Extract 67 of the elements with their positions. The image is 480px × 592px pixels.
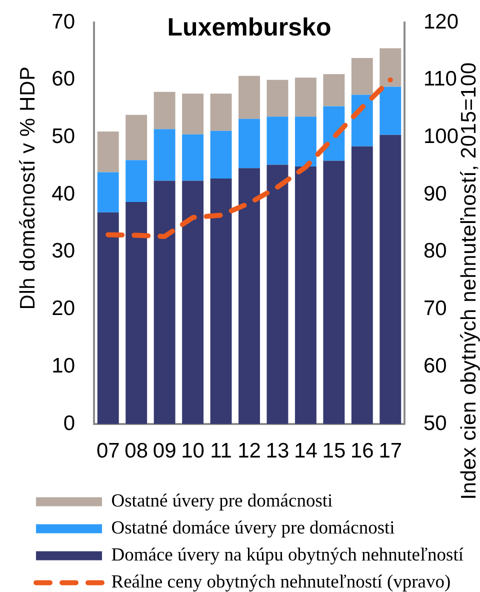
bar xyxy=(97,131,119,172)
bar xyxy=(294,78,316,117)
bar xyxy=(126,160,148,202)
bar xyxy=(154,180,176,424)
x-tick-label: 14 xyxy=(294,439,318,462)
x-tick-label: 16 xyxy=(350,439,374,462)
bar xyxy=(266,80,288,117)
x-tick-label: 07 xyxy=(96,439,120,462)
bar xyxy=(266,164,288,424)
y2-tick-label: 120 xyxy=(424,10,459,34)
bar xyxy=(182,94,204,134)
x-tick-label: 12 xyxy=(238,439,261,462)
y2-tick-label: 100 xyxy=(424,125,459,148)
y2-axis-title: Index cien obytných nehnuteľností, 2015=100 xyxy=(458,62,480,500)
bar xyxy=(210,94,232,131)
y2-tick-label: 50 xyxy=(424,412,447,435)
bar xyxy=(238,168,260,424)
x-tick-label: 09 xyxy=(152,439,176,462)
y2-tick-label: 90 xyxy=(424,182,447,206)
bar xyxy=(154,92,176,130)
y2-tick-label: 110 xyxy=(424,68,457,91)
bar xyxy=(323,106,345,161)
y-tick-label: 60 xyxy=(52,68,75,91)
bar xyxy=(351,58,373,95)
bar xyxy=(266,116,288,165)
y-tick-label: 40 xyxy=(52,182,75,206)
bar xyxy=(126,202,148,424)
bar xyxy=(182,134,204,181)
bar xyxy=(294,166,316,424)
x-tick-label: 15 xyxy=(322,439,346,462)
y-tick-label: 10 xyxy=(52,354,75,378)
bar xyxy=(97,172,119,212)
y-tick-label: 30 xyxy=(52,240,75,263)
bar xyxy=(238,76,260,119)
bar xyxy=(97,212,119,424)
bar xyxy=(323,160,345,424)
bar xyxy=(380,48,402,87)
y2-tick-label: 60 xyxy=(424,354,447,378)
chart-title: Luxembursko xyxy=(167,14,332,42)
x-tick-label: 08 xyxy=(124,439,148,462)
y-tick-label: 0 xyxy=(63,412,75,435)
bar xyxy=(210,178,232,424)
bar xyxy=(294,116,316,166)
bar xyxy=(351,146,373,424)
y-axis-title: Dlh domácností v % HDP xyxy=(16,66,40,310)
x-tick-label: 17 xyxy=(378,439,402,462)
x-tick-label: 10 xyxy=(181,439,204,462)
x-tick-label: 13 xyxy=(266,439,290,462)
y2-tick-label: 70 xyxy=(424,297,447,320)
legend-label: Domáce úvery na kúpu obytných nehnuteľností xyxy=(111,546,464,566)
legend-label: Ostatné úvery pre domácnosti xyxy=(111,492,333,512)
bar xyxy=(126,114,148,160)
bar xyxy=(210,130,232,179)
bar xyxy=(154,129,176,181)
y-tick-label: 20 xyxy=(52,297,75,320)
y-tick-label: 70 xyxy=(52,10,75,34)
legend-label: Reálne ceny obytných nehnuteľností (vpravo) xyxy=(111,572,451,592)
legend-label: Ostatné domáce úvery pre domácnosti xyxy=(111,518,395,539)
bar xyxy=(380,134,402,424)
bar xyxy=(182,180,204,424)
bar xyxy=(380,86,402,135)
y2-tick-label: 80 xyxy=(424,240,447,263)
x-tick-label: 11 xyxy=(210,439,232,462)
bar xyxy=(238,118,260,168)
y-tick-label: 50 xyxy=(52,125,75,148)
bar xyxy=(323,74,345,106)
bar xyxy=(351,94,373,146)
